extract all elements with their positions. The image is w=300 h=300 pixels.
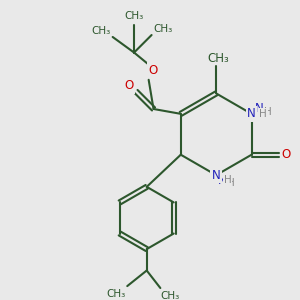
Text: O: O bbox=[282, 148, 291, 161]
Text: CH₃: CH₃ bbox=[106, 289, 125, 299]
Text: CH₃: CH₃ bbox=[92, 26, 111, 36]
Text: O: O bbox=[124, 80, 133, 93]
Text: O: O bbox=[124, 79, 134, 92]
Text: H: H bbox=[264, 107, 272, 117]
Text: H: H bbox=[227, 178, 235, 188]
Text: O: O bbox=[148, 64, 157, 76]
Text: N: N bbox=[247, 107, 256, 120]
Text: N: N bbox=[212, 169, 220, 182]
Text: CH₃: CH₃ bbox=[207, 52, 229, 65]
Text: O: O bbox=[281, 148, 290, 161]
Text: CH₃: CH₃ bbox=[154, 24, 173, 34]
Text: H: H bbox=[224, 175, 232, 185]
Text: N: N bbox=[218, 173, 226, 187]
Text: N: N bbox=[255, 103, 264, 116]
Text: CH₃: CH₃ bbox=[160, 291, 180, 300]
Text: O: O bbox=[148, 64, 157, 76]
Text: CH₃: CH₃ bbox=[124, 11, 144, 21]
Text: H: H bbox=[260, 109, 267, 119]
